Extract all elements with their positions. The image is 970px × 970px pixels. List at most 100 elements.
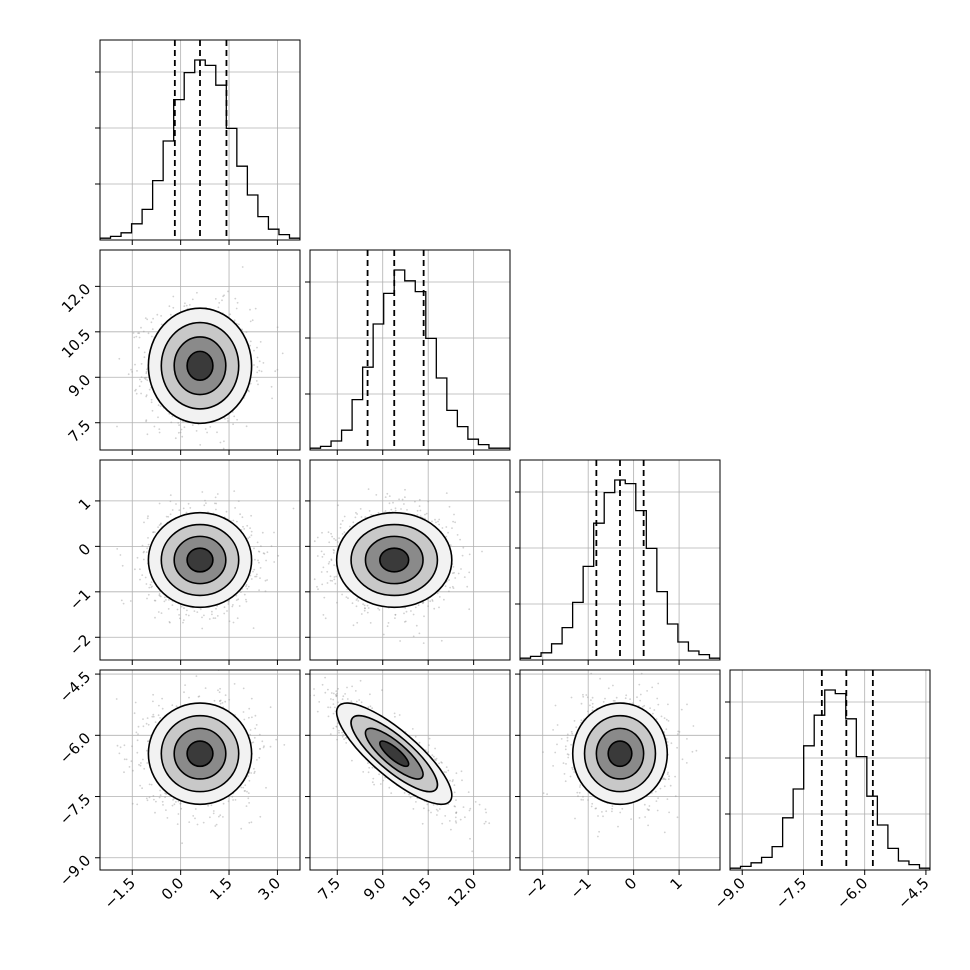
scatter-point [240, 591, 242, 593]
panel-frame [99, 39, 301, 241]
scatter-point [233, 490, 236, 492]
scatter-point [273, 531, 275, 534]
scatter-point [382, 633, 385, 636]
scatter-point [138, 763, 140, 766]
scatter-point [321, 583, 324, 586]
scatter-point [440, 639, 443, 642]
scatter-point [452, 520, 454, 523]
scatter-point [356, 621, 359, 624]
scatter-point [163, 600, 166, 603]
scatter-point [185, 613, 188, 616]
scatter-point [436, 592, 439, 595]
scatter-point [260, 545, 262, 548]
scatter-point [258, 561, 260, 564]
scatter-point [378, 609, 381, 611]
scatter-point [178, 424, 181, 426]
scatter-point [258, 369, 261, 372]
scatter-point [195, 675, 198, 677]
scatter-point [219, 687, 222, 690]
panel-frame [99, 459, 301, 661]
scatter-point [136, 803, 139, 806]
scatter-point [219, 702, 222, 705]
scatter-point [217, 689, 219, 692]
scatter-point [170, 421, 173, 424]
scatter-point [155, 800, 157, 803]
scatter-point [260, 370, 263, 373]
scatter-point [183, 426, 186, 429]
scatter-point [253, 349, 255, 352]
scatter-point [247, 775, 250, 777]
contour-line [364, 535, 424, 585]
scatter-point [127, 373, 130, 376]
density-fill [379, 548, 409, 572]
scatter-point [123, 758, 126, 761]
scatter-point [172, 295, 175, 298]
scatter-point [414, 606, 417, 609]
scatter-point [116, 425, 118, 428]
scatter-point [252, 627, 255, 629]
scatter-point [157, 611, 160, 613]
scatter-point [368, 510, 371, 512]
scatter-point [281, 352, 284, 355]
scatter-point [165, 599, 167, 601]
scatter-point [169, 621, 171, 624]
scatter-point [171, 604, 174, 606]
scatter-point [321, 556, 324, 558]
scatter-point [221, 702, 224, 704]
scatter-point [177, 422, 180, 424]
scatter-point [259, 577, 261, 579]
scatter-point [468, 608, 471, 611]
scatter-point [245, 331, 248, 333]
scatter-point [369, 622, 372, 624]
scatter-point [341, 593, 343, 596]
scatter-point [151, 328, 154, 330]
scatter-point [150, 581, 153, 583]
scatter-point [412, 613, 415, 616]
scatter-point [243, 718, 246, 721]
scatter-point [227, 603, 230, 605]
scatter-point [184, 684, 187, 686]
scatter-point [275, 738, 278, 741]
scatter-point [235, 599, 238, 601]
scatter-point [151, 715, 154, 718]
scatter-point [172, 306, 175, 309]
scatter-point [327, 531, 330, 534]
scatter-point [322, 566, 325, 569]
scatter-point [160, 595, 162, 598]
scatter-point [463, 576, 466, 578]
scatter-point [313, 578, 316, 581]
scatter-point [316, 555, 319, 557]
scatter-point [403, 503, 405, 505]
scatter-point [468, 553, 471, 556]
scatter-point [158, 704, 160, 707]
scatter-point [404, 488, 406, 491]
scatter-point [258, 360, 261, 363]
scatter-point [214, 298, 217, 300]
scatter-point [179, 617, 181, 620]
scatter-point [95, 351, 97, 353]
scatter-point [188, 821, 191, 823]
scatter-point [146, 547, 149, 550]
scatter-point [177, 813, 180, 815]
scatter-point [145, 419, 148, 421]
scatter-point [335, 575, 338, 578]
scatter-point [363, 604, 366, 607]
scatter-point [250, 578, 253, 580]
scatter-point [289, 594, 291, 596]
scatter-point [273, 561, 276, 563]
scatter-point [261, 531, 264, 534]
scatter-point [341, 519, 344, 522]
scatter-point [142, 558, 145, 561]
scatter-point [147, 332, 150, 335]
scatter-point [178, 509, 181, 512]
scatter-point [222, 447, 225, 450]
scatter-point [438, 606, 440, 609]
scatter-point [253, 772, 256, 774]
contour-line [186, 547, 214, 573]
scatter-point [171, 509, 174, 511]
scatter-point [169, 494, 172, 496]
scatter-point [148, 586, 151, 589]
scatter-point [211, 613, 213, 616]
scatter-point [176, 823, 179, 825]
scatter-point [307, 520, 309, 522]
